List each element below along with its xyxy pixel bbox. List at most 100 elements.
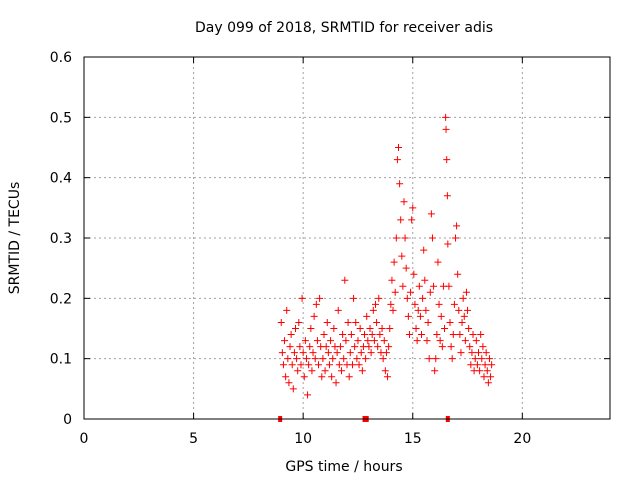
data-point: [476, 367, 484, 375]
data-point: [291, 325, 299, 332]
data-point: [396, 180, 404, 188]
data-point: [296, 343, 304, 351]
y-tick-label: 0.1: [50, 352, 72, 368]
data-point: [464, 306, 472, 314]
data-point: [284, 355, 292, 363]
data-point: [408, 216, 416, 224]
data-point: [285, 379, 293, 387]
x-tick-label: 10: [294, 431, 312, 447]
data-point: [454, 270, 462, 278]
data-point: [461, 337, 469, 345]
data-point: [462, 288, 470, 296]
data-point: [305, 361, 313, 369]
data-point: [428, 234, 436, 242]
data-point: [469, 331, 477, 339]
data-point: [392, 234, 400, 242]
data-point: [370, 337, 378, 345]
data-point: [414, 306, 422, 314]
data-point: [288, 361, 296, 369]
data-point: [346, 349, 354, 357]
data-point: [340, 355, 348, 363]
data-point: [455, 306, 463, 314]
data-point: [404, 312, 412, 320]
data-point: [426, 288, 434, 296]
data-point: [282, 373, 290, 381]
x-axis: 0 5 10 15 20: [80, 57, 531, 447]
data-point: [380, 337, 388, 345]
data-point: [283, 306, 291, 314]
data-point: [295, 318, 303, 326]
data-point: [362, 355, 370, 363]
data-point: [447, 343, 455, 351]
data-point: [384, 373, 392, 381]
data-point: [369, 306, 377, 314]
data-point: [389, 306, 397, 314]
data-point: [412, 325, 420, 332]
data-point: [401, 234, 409, 242]
data-point: [363, 312, 371, 320]
data-point: [421, 276, 429, 284]
data-point: [456, 331, 464, 339]
data-point: [356, 325, 364, 332]
x-tick-label: 5: [189, 431, 198, 447]
data-point: [286, 343, 294, 351]
y-axis: 0 0.1 0.2 0.3 0.4 0.5 0.6: [50, 50, 610, 428]
data-point: [478, 355, 486, 363]
data-point: [378, 325, 386, 332]
data-point: [467, 361, 475, 369]
data-point: [364, 337, 372, 345]
data-point: [483, 367, 491, 375]
data-point: [308, 367, 316, 375]
data-point: [301, 337, 309, 345]
data-point: [342, 337, 350, 345]
data-point: [432, 355, 440, 363]
data-point: [281, 337, 289, 345]
data-point: [449, 331, 457, 339]
data-point: [306, 343, 314, 351]
y-tick-label: 0: [63, 412, 72, 428]
data-point: [354, 337, 362, 345]
data-point: [278, 349, 286, 357]
data-point: [410, 270, 418, 278]
data-point: [436, 337, 444, 345]
data-point: [361, 331, 369, 339]
data-point: [450, 300, 458, 308]
data-point: [374, 343, 382, 351]
data-point: [442, 113, 450, 121]
data-point: [409, 204, 417, 212]
data-point: [435, 300, 443, 308]
data-point: [453, 222, 461, 230]
data-point: [460, 312, 468, 320]
data-point: [336, 343, 344, 351]
data-point: [290, 349, 298, 357]
data-point: [424, 318, 432, 326]
data-point: [422, 306, 430, 314]
data-point: [344, 318, 352, 326]
data-point: [444, 240, 452, 248]
data-point: [302, 355, 310, 363]
data-point: [310, 312, 318, 320]
data-point: [279, 361, 287, 369]
data-point: [457, 349, 465, 357]
data-point: [397, 216, 405, 224]
data-point: [345, 373, 353, 381]
data-point: [458, 318, 466, 326]
data-point: [398, 252, 406, 260]
data-point: [309, 349, 317, 357]
data-point: [371, 300, 379, 308]
data-point: [430, 282, 438, 290]
scatter-points: [277, 113, 496, 399]
data-point: [400, 198, 408, 206]
data-point: [399, 282, 407, 290]
data-point: [300, 373, 308, 381]
data-point: [416, 312, 424, 320]
data-point: [328, 373, 336, 381]
data-point: [355, 361, 363, 369]
data-point: [386, 325, 394, 332]
data-point: [442, 125, 450, 133]
data-point: [466, 343, 474, 351]
data-point: [402, 264, 410, 272]
data-point: [287, 331, 295, 339]
data-point: [433, 331, 441, 339]
data-point: [395, 144, 403, 151]
